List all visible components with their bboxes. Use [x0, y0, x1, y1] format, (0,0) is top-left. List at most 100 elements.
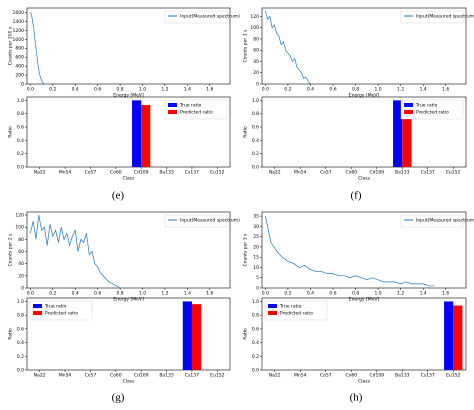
x-axis-label: Energy [MeV]	[349, 93, 380, 99]
legend-label: Input(Measured spectrum)	[180, 218, 240, 224]
legend-box	[400, 10, 464, 24]
x-tick-label: 1.2	[397, 291, 404, 297]
x-tick-label: Co57	[320, 170, 332, 176]
legend-swatch	[33, 304, 42, 308]
x-tick-label: Co57	[85, 170, 97, 176]
x-tick-label: 0.4	[72, 87, 79, 93]
x-tick-label: 0.8	[352, 87, 359, 93]
y-tick-label: 0.8	[17, 111, 24, 117]
x-tick-label: Ba133	[395, 373, 410, 379]
legend-swatch	[268, 304, 277, 308]
y-tick-label: 0.4	[252, 340, 259, 346]
y-tick-label: 1400	[13, 19, 25, 25]
y-tick-label: 100	[250, 25, 259, 31]
y-tick-label: 0.2	[17, 354, 24, 360]
x-tick-label: Eu152	[446, 373, 460, 379]
x-tick-label: 1.2	[161, 87, 168, 93]
x-tick-label: 0.4	[72, 291, 79, 297]
plot-frame	[261, 7, 467, 85]
y-tick-label: 0.6	[252, 326, 259, 332]
x-tick-label: Eu152	[210, 373, 224, 379]
x-tick-label: 0.6	[94, 87, 101, 93]
y-tick-label: 0.8	[252, 111, 259, 117]
caption: (g)	[112, 392, 125, 404]
legend-label: True ratio	[415, 103, 438, 109]
y-tick-label: 0.4	[17, 138, 24, 144]
x-axis-label: Energy [MeV]	[113, 93, 144, 99]
x-tick-label: 0.6	[329, 291, 336, 297]
y-tick-label: 0.8	[17, 313, 24, 319]
legend-label: True ratio	[179, 103, 202, 109]
x-tick-label: 1.0	[375, 291, 382, 297]
x-tick-label: Na22	[269, 170, 281, 176]
spectrum-line	[265, 216, 435, 287]
bar	[132, 100, 142, 167]
y-tick-label: 1000	[13, 37, 25, 43]
y-axis-label: Ratio	[243, 328, 249, 340]
legend-label: Input(Measured spectrum)	[416, 14, 474, 20]
y-tick-label: 120	[250, 14, 259, 20]
x-tick-label: 1.6	[442, 87, 449, 93]
x-tick-label: Co60	[345, 373, 357, 379]
x-tick-label: 0.6	[94, 291, 101, 297]
x-tick-label: Mn54	[294, 373, 307, 379]
x-tick-label: Ba133	[395, 170, 410, 176]
x-tick-label: Co57	[85, 373, 97, 379]
x-tick-label: Cs137	[185, 170, 199, 176]
x-tick-label: 1.0	[139, 291, 146, 297]
plot-frame	[261, 96, 467, 168]
x-tick-label: 1.2	[161, 291, 168, 297]
y-axis-label: Counts per 1 s	[243, 29, 249, 62]
x-tick-label: 0.8	[117, 291, 124, 297]
y-tick-label: 0.4	[17, 340, 24, 346]
x-tick-label: 0.8	[352, 291, 359, 297]
y-tick-label: 1200	[13, 28, 25, 34]
y-axis-label: Counts per 2 s	[8, 233, 14, 266]
bar	[393, 100, 403, 167]
x-tick-label: 0.2	[284, 87, 291, 93]
x-tick-label: Ba133	[159, 170, 174, 176]
legend-label: True ratio	[279, 304, 302, 310]
y-tick-label: 800	[15, 46, 24, 52]
x-tick-label: Eu152	[446, 170, 460, 176]
legend-label: Predicted ratio	[280, 311, 313, 317]
y-axis-label: Ratio	[8, 126, 14, 138]
x-tick-label: Cs137	[421, 373, 435, 379]
x-tick-label: Na22	[269, 373, 281, 379]
x-tick-label: 0.4	[307, 291, 314, 297]
x-axis-label: Class	[123, 379, 135, 385]
legend-box	[400, 99, 464, 120]
y-tick-label: 0.0	[252, 165, 259, 171]
bar	[444, 301, 454, 370]
x-tick-label: Cs137	[185, 373, 199, 379]
y-tick-label: 0	[256, 286, 259, 292]
x-tick-label: 1.4	[184, 87, 191, 93]
plot-frame	[26, 7, 231, 85]
legend-label: Predicted ratio	[180, 110, 213, 116]
x-tick-label: Co60	[345, 170, 357, 176]
x-tick-label: 1.4	[184, 291, 191, 297]
x-tick-label: Na22	[34, 170, 46, 176]
x-tick-label: Mn54	[59, 373, 72, 379]
x-tick-label: Co60	[110, 373, 122, 379]
legend-box	[164, 214, 228, 228]
x-tick-label: Cd109	[369, 170, 384, 176]
caption: (f)	[351, 190, 362, 202]
legend-label: True ratio	[44, 304, 67, 310]
y-axis-label: Counts per 200 s	[8, 26, 14, 65]
y-tick-label: 35	[253, 214, 259, 220]
y-tick-label: 1.0	[17, 299, 24, 305]
y-tick-label: 15	[253, 255, 259, 261]
plot-frame	[26, 211, 231, 289]
y-tick-label: 200	[15, 73, 24, 79]
bar	[402, 103, 412, 167]
x-tick-label: Co60	[110, 170, 122, 176]
x-tick-label: 0.0	[27, 87, 34, 93]
x-tick-label: Co57	[320, 373, 332, 379]
x-tick-label: 0.0	[262, 87, 269, 93]
x-tick-label: Cs137	[421, 170, 435, 176]
x-axis-label: Class	[358, 379, 370, 385]
plot-frame	[261, 211, 467, 289]
x-axis-label: Energy [MeV]	[349, 297, 380, 303]
y-tick-label: 0	[256, 82, 259, 88]
